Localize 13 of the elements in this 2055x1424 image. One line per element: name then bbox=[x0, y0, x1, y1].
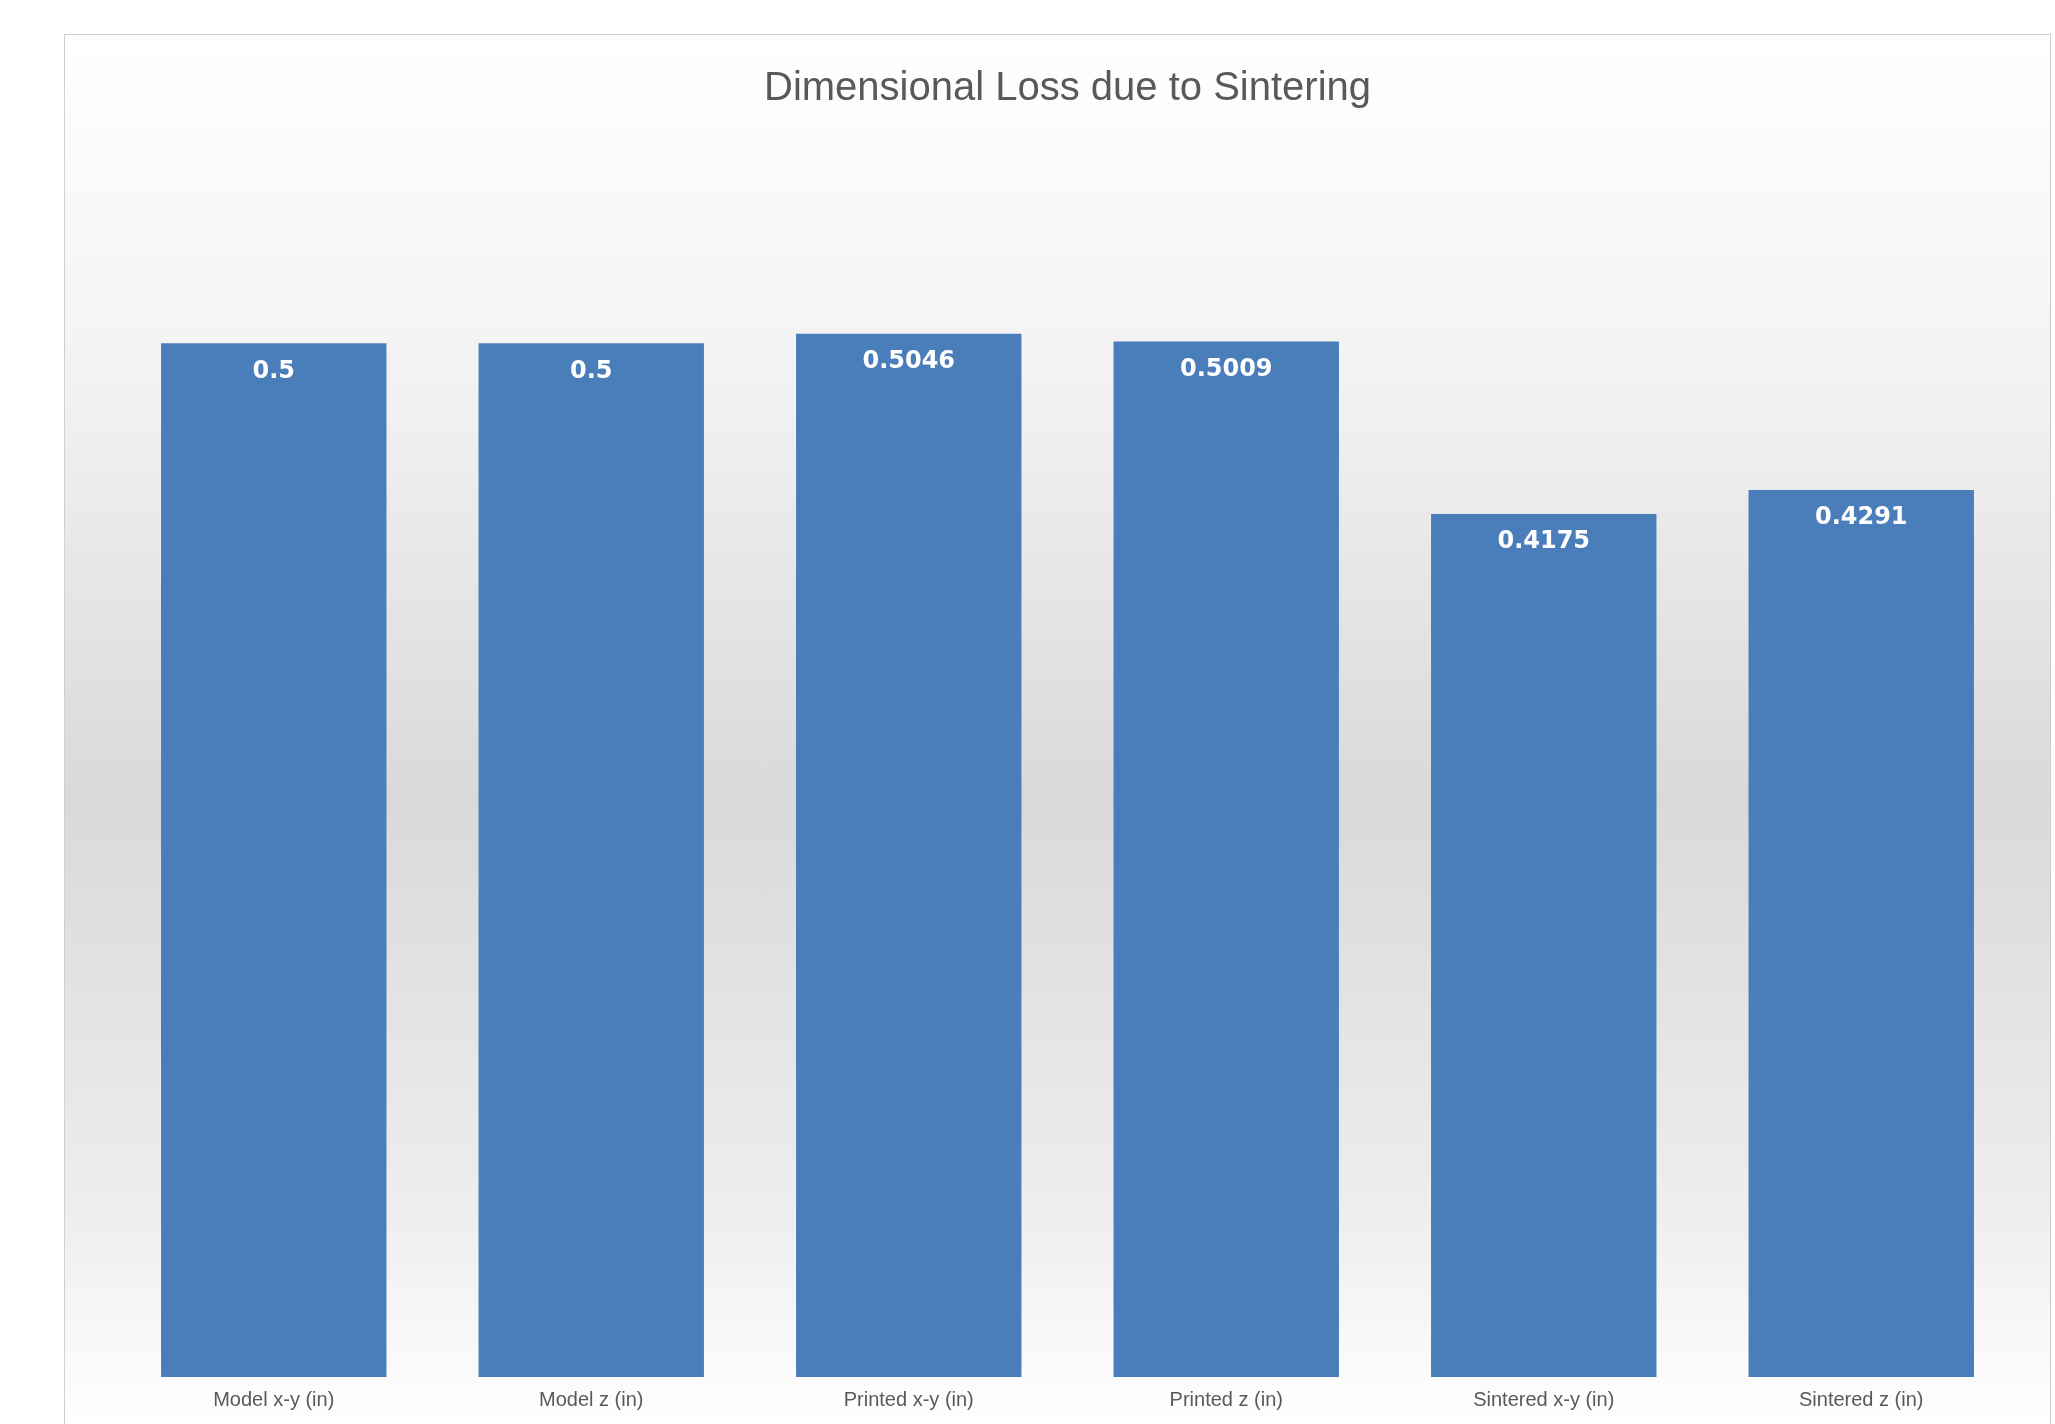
x-tick-label: Printed x-y (in) bbox=[843, 1387, 974, 1410]
x-tick-label: Model x-y (in) bbox=[213, 1387, 335, 1410]
data-label: 0.5 bbox=[252, 355, 296, 384]
x-tick-label: Sintered x-y (in) bbox=[1473, 1387, 1615, 1410]
chart-title: Dimensional Loss due to Sintering bbox=[763, 64, 1372, 109]
data-label: 0.4291 bbox=[1814, 502, 1908, 531]
data-label: 0.5046 bbox=[862, 346, 956, 375]
x-tick-label: Model z (in) bbox=[539, 1387, 644, 1410]
data-label: 0.5 bbox=[569, 355, 613, 384]
data-label: 0.5009 bbox=[1179, 353, 1273, 382]
x-tick-label: Printed z (in) bbox=[1169, 1387, 1283, 1410]
x-tick-label: Sintered z (in) bbox=[1799, 1387, 1924, 1410]
data-label: 0.4175 bbox=[1497, 526, 1591, 555]
